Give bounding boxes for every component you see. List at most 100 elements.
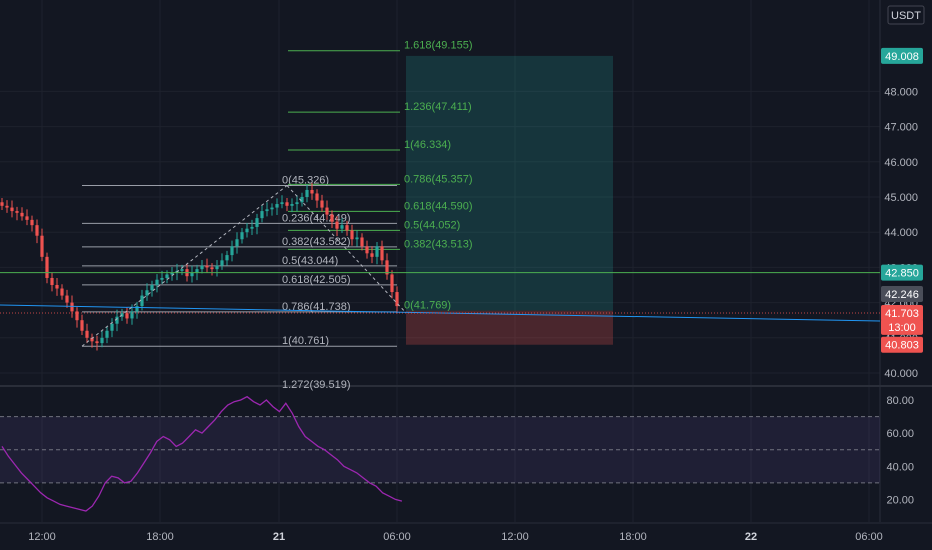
candle-body	[135, 306, 139, 312]
candle-body	[255, 218, 259, 227]
position-zones	[406, 55, 613, 345]
candle-body	[40, 235, 44, 257]
candle-body	[145, 290, 149, 296]
candle-body	[10, 207, 14, 212]
fib-retracement-left[interactable]: 0(45.326) 0.236(44.249) 0.382(43.582) 0.5(4…	[82, 175, 397, 391]
candle-body	[45, 256, 49, 278]
fib-level-label: 0.236(44.249)	[282, 212, 351, 224]
rsi-line	[1, 395, 403, 512]
candle-body	[205, 265, 209, 268]
fib-level-label: 0.618(42.505)	[282, 274, 351, 286]
candle-body	[335, 221, 339, 229]
time-tick-label: 12:00	[501, 531, 529, 543]
candle-body	[290, 204, 294, 206]
candle-body	[340, 225, 344, 229]
price-label-box	[881, 264, 923, 281]
price-tick-label: 44.000	[884, 227, 918, 239]
candle-body	[210, 267, 214, 270]
candle-body	[285, 202, 289, 206]
candle-body	[370, 253, 374, 257]
candle-body	[110, 323, 114, 331]
fib-ext-label: 1.236(47.411)	[404, 101, 472, 113]
profit-zone	[406, 55, 613, 311]
rsi-tick-label: 80.00	[886, 395, 914, 407]
price-tick-label: 47.000	[884, 122, 918, 134]
price-label-text: 49.008	[885, 51, 919, 63]
fib-ext-label: 1(46.334)	[404, 139, 451, 151]
fib-level-label: 0.5(43.044)	[282, 255, 338, 267]
candle-body	[115, 316, 119, 324]
price-label-text: 41.703	[885, 308, 919, 320]
time-axis[interactable]: 12:00 18:00 21 06:00 12:00 18:00 22 06:00	[28, 531, 883, 543]
fib-anchor-line	[286, 185, 405, 312]
price-tick-label: 46.000	[884, 157, 918, 169]
candle-body	[390, 274, 394, 293]
price-axis[interactable]: 40.00041.00042.00043.00044.00045.00046.0…	[881, 47, 923, 507]
candle-body	[345, 225, 349, 231]
candle-body	[155, 279, 159, 285]
candle-body	[55, 285, 59, 289]
price-label-box	[881, 336, 923, 353]
candle-body	[350, 230, 354, 240]
candle-body	[315, 193, 319, 201]
rsi-band-fill	[0, 416, 880, 483]
fib-ext-label: 1.618(49.155)	[404, 40, 473, 52]
candle-body	[385, 260, 389, 275]
candle-body	[160, 277, 164, 280]
candle-body	[270, 207, 274, 210]
candle-body	[0, 202, 4, 206]
trend-line[interactable]	[0, 304, 881, 322]
candle-body	[380, 246, 384, 261]
candle-body	[100, 337, 104, 344]
candle-body	[355, 237, 359, 240]
candle-body	[235, 239, 239, 247]
price-tick-label: 45.000	[884, 192, 918, 204]
candle-body	[215, 265, 219, 270]
price-label-text: 40.803	[885, 340, 919, 352]
candle-body	[25, 216, 29, 220]
candle-body	[250, 226, 254, 229]
price-label-box	[881, 285, 923, 302]
candlestick-series	[0, 182, 399, 351]
candle-body	[5, 205, 9, 208]
drawing-overlays[interactable]	[0, 185, 881, 347]
candle-body	[265, 209, 269, 212]
time-tick-label: 18:00	[146, 531, 174, 543]
fib-ext-label: 0.382(43.513)	[404, 238, 473, 250]
candle-body	[170, 272, 174, 275]
candle-body	[105, 330, 109, 338]
time-tick-label: 06:00	[383, 531, 411, 543]
fib-anchor-line	[81, 185, 288, 347]
candle-body	[260, 211, 264, 219]
candle-body	[190, 272, 194, 277]
candle-body	[240, 232, 244, 240]
candle-body	[130, 311, 134, 319]
candle-body	[295, 202, 299, 205]
candle-body	[20, 212, 24, 217]
candle-body	[320, 200, 324, 208]
candle-body	[310, 189, 314, 194]
fib-ext-label: 0.786(45.357)	[404, 173, 473, 185]
candle-body	[365, 246, 369, 254]
time-tick-label: 22	[745, 531, 757, 543]
time-tick-label: 21	[273, 531, 285, 543]
candle-body	[375, 246, 379, 257]
rsi-tick-label: 20.00	[886, 494, 914, 506]
fib-level-label: 0.786(41.738)	[282, 301, 351, 313]
candle-body	[85, 330, 89, 338]
price-label-text: 42.850	[885, 268, 919, 280]
fib-ext-label: 0.618(44.590)	[404, 200, 473, 212]
time-tick-label: 18:00	[619, 531, 647, 543]
candle-body	[95, 341, 99, 344]
price-tick-label: 40.000	[884, 368, 918, 380]
price-label-text: 42.246	[885, 289, 919, 301]
time-tick-label: 12:00	[28, 531, 56, 543]
fib-extension-right[interactable]: 1.618(49.155) 1.236(47.411) 1(46.334) 0.786…	[288, 40, 473, 312]
price-label-box	[881, 318, 923, 335]
candle-body	[275, 204, 279, 208]
candle-body	[305, 189, 309, 197]
fib-level-label: 0.382(43.582)	[282, 236, 351, 248]
candle-body	[80, 320, 84, 331]
fib-level-label: 1.272(39.519)	[282, 379, 351, 391]
